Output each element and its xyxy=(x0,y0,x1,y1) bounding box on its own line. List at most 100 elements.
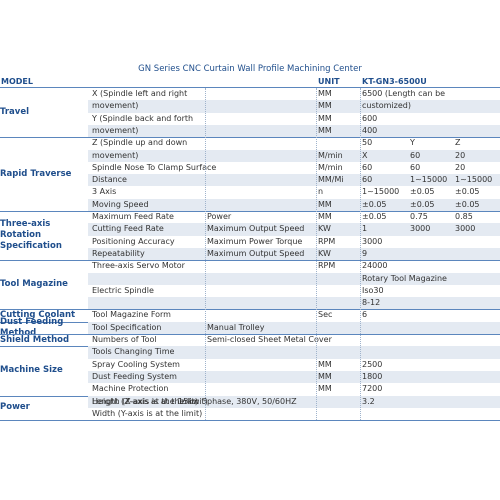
cell: X (Spindle left and right xyxy=(92,89,188,98)
cell: MM xyxy=(318,371,332,381)
header-model-number: KT-GN3-6500U xyxy=(362,77,427,86)
cell: n xyxy=(318,187,324,197)
cell: customized) xyxy=(362,101,412,111)
cell: MM xyxy=(318,101,332,111)
row-shade xyxy=(88,149,500,162)
cell: KW xyxy=(318,248,331,258)
category: Power xyxy=(0,402,30,413)
cell: Y (Spindle back and forth xyxy=(92,113,194,123)
cell: 15kw 3phase, 380V, 50/60HZ xyxy=(178,396,297,406)
cell: 24000 xyxy=(362,261,388,271)
cell: Repeatability xyxy=(92,248,145,258)
cell: 60 xyxy=(410,150,421,160)
group-rule xyxy=(0,211,500,212)
category: Tool Magazine xyxy=(0,279,68,290)
cell: MM/Mi xyxy=(318,175,344,185)
cell: Machine Protection xyxy=(92,384,169,394)
cell: 60 xyxy=(362,175,373,185)
cell: movement) xyxy=(92,150,139,160)
row-shade xyxy=(88,247,500,261)
cell: Cutting Feed Rate xyxy=(92,224,164,234)
group-rule xyxy=(0,309,500,311)
cell: ±0.05 xyxy=(362,212,387,221)
cell: Rotary Tool Magazine xyxy=(362,273,447,283)
category: Rapid Traverse xyxy=(0,168,72,179)
cell: X xyxy=(362,150,368,160)
cell: KW xyxy=(318,224,331,234)
cell: 50 xyxy=(362,138,373,148)
cell: Iso30 xyxy=(362,285,384,295)
cell: 3 Axis xyxy=(92,187,117,197)
cell: 6 xyxy=(362,310,368,320)
cell: Three-axis Servo Motor xyxy=(92,261,185,271)
row-shade xyxy=(88,223,500,236)
cell: 3000 xyxy=(455,224,476,234)
cell: 2500 xyxy=(362,359,383,369)
cell: Positioning Accuracy xyxy=(92,236,175,246)
cell: 9 xyxy=(362,248,368,258)
row-shade xyxy=(88,100,500,113)
row-shade xyxy=(88,321,500,334)
cell: Y xyxy=(410,138,415,148)
row-shade xyxy=(88,346,500,359)
category: Travel xyxy=(0,107,30,118)
cell: ±0.05 xyxy=(362,199,387,209)
cell: MM xyxy=(318,125,332,135)
cell: 6500 (Length can be xyxy=(362,89,446,98)
cell: 1800 xyxy=(362,371,383,381)
group-rule xyxy=(0,420,500,422)
cell: 7200 xyxy=(362,384,383,394)
cell: 3000 xyxy=(410,224,431,234)
cell: 3000 xyxy=(362,236,383,246)
category: Three-axis Rotation Specification xyxy=(0,219,62,252)
row-shade xyxy=(88,395,500,408)
cell: RPM xyxy=(318,236,336,246)
cell: Spray Cooling System xyxy=(92,359,180,369)
header-model: MODEL xyxy=(1,77,33,86)
group-rule xyxy=(0,334,500,335)
cell: Tool Magazine Form xyxy=(92,310,171,320)
row-shade xyxy=(88,124,500,138)
cell: MM xyxy=(318,199,332,209)
cell: ±0.05 xyxy=(410,199,435,209)
cell: Manual Trolley xyxy=(207,322,265,332)
header-rule xyxy=(0,87,500,88)
group-rule xyxy=(0,137,500,139)
title: GN Series CNC Curtain Wall Profile Machi… xyxy=(138,64,362,74)
cell: ±0.05 xyxy=(455,199,480,209)
cell: M/min xyxy=(318,162,343,172)
cell: Height (Z-axis at the limit) xyxy=(92,396,198,406)
cell: Dust Feeding System xyxy=(92,371,177,381)
column-separator xyxy=(360,88,361,421)
cell: RPM xyxy=(318,261,336,271)
cell: 1~15000 xyxy=(455,175,493,185)
cell: 60 xyxy=(362,162,373,172)
cell: Z (Spindle up and down xyxy=(92,138,188,148)
row-shade xyxy=(88,198,500,211)
category: Dust Feeding Method xyxy=(0,316,64,338)
cell: Electric Spindle xyxy=(92,285,154,295)
cell: Distance xyxy=(92,175,127,185)
cell: Sec xyxy=(318,310,333,320)
category: Machine Size xyxy=(0,365,63,376)
row-shade xyxy=(88,174,500,187)
cell: 0.75 xyxy=(410,212,428,221)
cell: MM xyxy=(318,384,332,394)
category: Shield Method xyxy=(0,334,70,345)
cell: 3.2 xyxy=(362,396,375,406)
cell: Power xyxy=(207,212,232,221)
row-shade xyxy=(88,297,500,310)
cell: 600 xyxy=(362,113,378,123)
cell: Maximum Power Torque xyxy=(207,236,303,246)
cell: Spindle Nose To Clamp Surface xyxy=(92,162,217,172)
cell: MM xyxy=(318,212,332,221)
cell: 20 xyxy=(455,162,466,172)
cell: 20 xyxy=(455,150,466,160)
cell: Semi-closed Sheet Metal Cover xyxy=(207,335,332,344)
cell: Tools Changing Time xyxy=(92,347,175,357)
row-shade xyxy=(88,370,500,384)
cell: Maximum Output Speed xyxy=(207,248,305,258)
cell: movement) xyxy=(92,125,139,135)
cell: Tool Specification xyxy=(92,322,162,332)
